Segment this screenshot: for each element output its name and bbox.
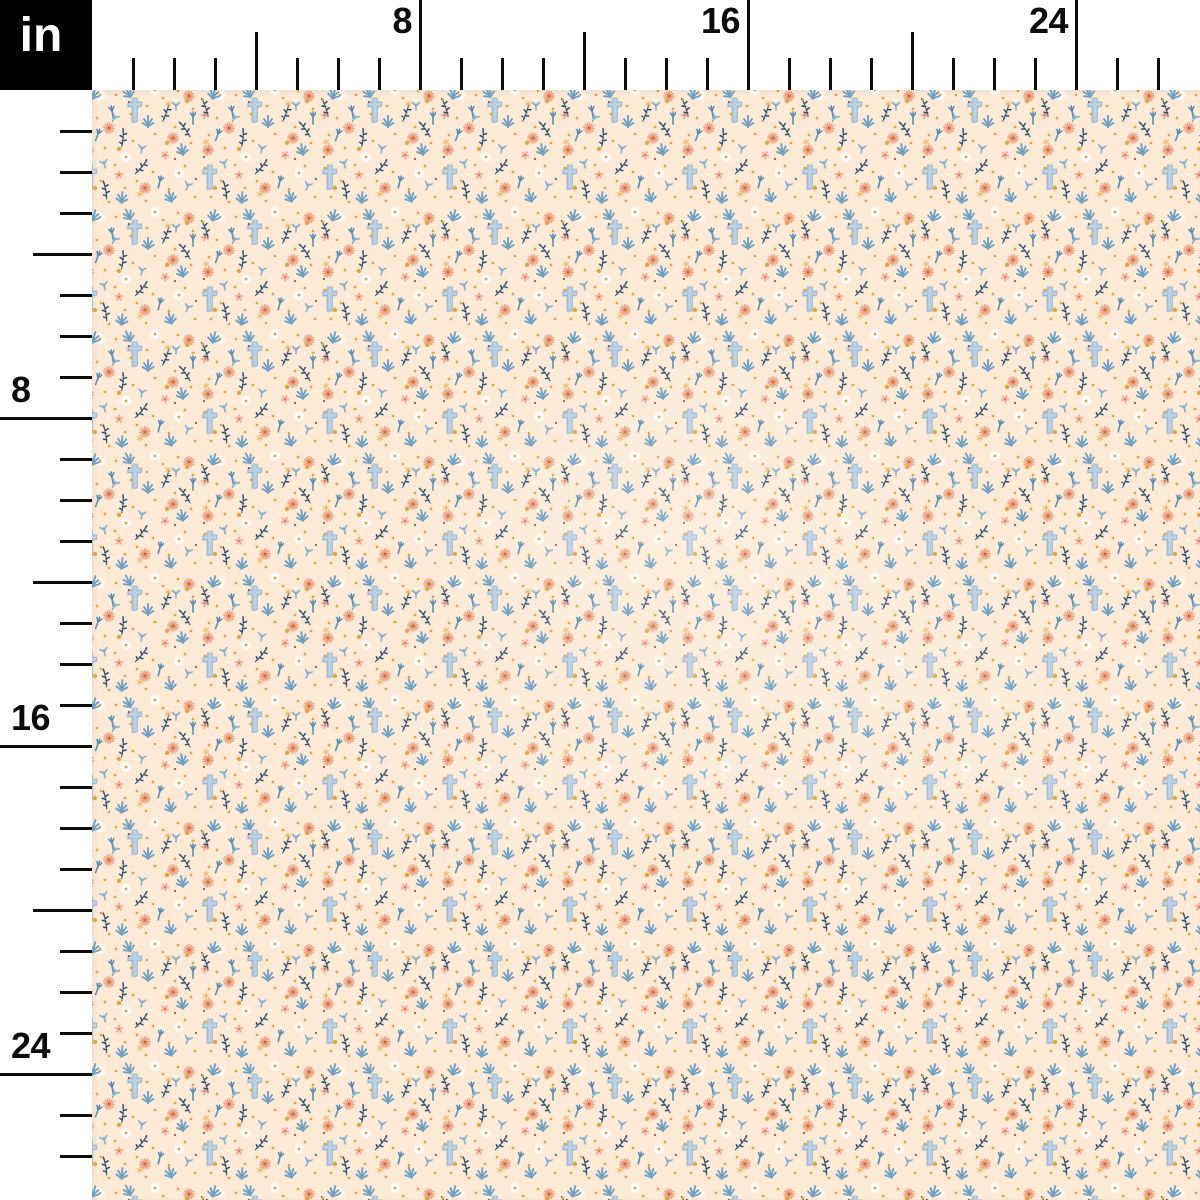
ruler-tick xyxy=(582,32,586,90)
ruler-tick xyxy=(60,785,92,789)
ruler-tick xyxy=(0,1072,92,1076)
ruler-tick xyxy=(992,58,996,90)
ruler-tick xyxy=(60,949,92,953)
ruler-tick xyxy=(541,58,545,90)
ruler-number: 16 xyxy=(11,697,51,738)
ruler-tick xyxy=(500,58,504,90)
ruler-tick xyxy=(254,32,258,90)
ruler-tick xyxy=(951,58,955,90)
ruler-tick xyxy=(664,58,668,90)
ruler-tick xyxy=(33,908,92,912)
ruler-tick xyxy=(60,170,92,174)
ruler-number: 24 xyxy=(11,1025,51,1066)
ruler-tick xyxy=(60,211,92,215)
ruler-tick xyxy=(60,334,92,338)
ruler-tick xyxy=(459,58,463,90)
ruler-number: 8 xyxy=(392,0,412,41)
ruler-tick xyxy=(60,826,92,830)
ruler-tick xyxy=(60,990,92,994)
ruler-tick xyxy=(131,58,135,90)
ruler-tick xyxy=(705,58,709,90)
ruler-tick xyxy=(1033,58,1037,90)
ruler-top: 8 16 24 xyxy=(92,0,1200,90)
ruler-tick xyxy=(60,375,92,379)
ruler-tick xyxy=(60,457,92,461)
ruler-tick xyxy=(60,539,92,543)
unit-label: in xyxy=(19,9,63,62)
ruler-tick xyxy=(60,1031,92,1035)
ruler-tick xyxy=(0,416,92,420)
ruler-tick xyxy=(377,58,381,90)
ruler-tick xyxy=(0,744,92,748)
ruler-tick xyxy=(336,58,340,90)
ruler-number: 24 xyxy=(1028,0,1069,41)
ruler-tick xyxy=(295,58,299,90)
fabric-swatch xyxy=(92,90,1200,1200)
ruler-tick xyxy=(60,621,92,625)
ruler-tick xyxy=(60,498,92,502)
ruler-tick xyxy=(60,129,92,133)
ruler-tick xyxy=(869,58,873,90)
ruler-number: 16 xyxy=(700,0,741,41)
ruler-tick xyxy=(1074,0,1078,90)
ruler-tick xyxy=(418,0,422,90)
ruler-tick xyxy=(33,580,92,584)
ruler-tick xyxy=(33,252,92,256)
ruler-tick xyxy=(213,58,217,90)
ruler-tick xyxy=(623,58,627,90)
ruler-number: 8 xyxy=(11,369,31,410)
ruler-tick xyxy=(60,293,92,297)
ruler-left: 8 16 24 xyxy=(0,90,92,1200)
ruler-tick xyxy=(60,703,92,707)
ruler-tick xyxy=(60,662,92,666)
unit-box: in xyxy=(0,0,92,92)
ruler-tick xyxy=(746,0,750,90)
ruler-tick xyxy=(910,32,914,90)
fabric-pattern xyxy=(92,90,1200,1200)
ruler-tick xyxy=(60,867,92,871)
ruler-tick xyxy=(787,58,791,90)
ruler-tick xyxy=(172,58,176,90)
ruler-tick xyxy=(60,1154,92,1158)
ruler-tick xyxy=(60,1113,92,1117)
ruler-tick xyxy=(1156,58,1160,90)
ruler-tick xyxy=(828,58,832,90)
ruler-tick xyxy=(1115,58,1119,90)
